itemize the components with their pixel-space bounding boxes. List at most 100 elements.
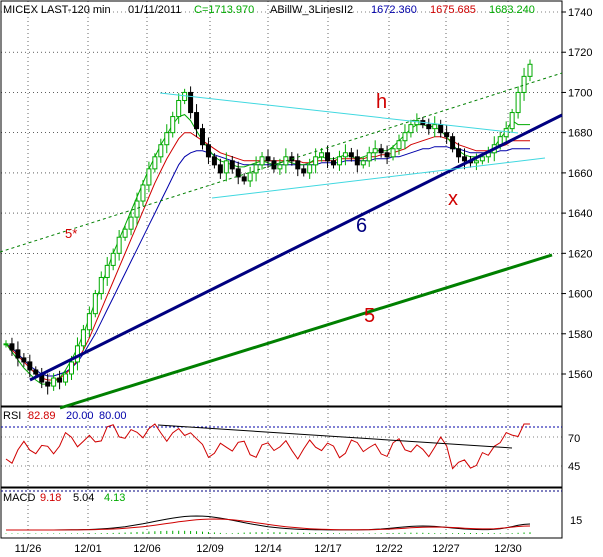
candle-body [194,112,200,130]
y-tick-label: 1620 [568,248,592,260]
candle-body [122,228,128,238]
candle-body [45,381,51,387]
candle-body [354,156,360,166]
candle-body [378,148,384,154]
candle-body [57,377,63,383]
y-tick-label: 1720 [568,47,592,59]
x-tick-label: 12/30 [494,543,522,555]
candle-body [241,176,247,182]
macd-histogram [5,530,531,534]
grid-lines [1,1,562,538]
rsi-value-1: 82.89 [28,410,56,422]
trendline-6 [29,113,563,382]
y-axis-ticks: 1740 1720 1700 1680 1660 1640 1620 1600 1580 1560 [562,7,592,381]
x-tick-label: 12/17 [314,543,342,555]
header-close: C=1713.970 [194,4,254,16]
macd-label: MACD [3,492,35,504]
candle-body [259,156,265,166]
candle-body [21,357,27,363]
candle-body [414,120,420,126]
candle-body [515,91,521,114]
candle-body [348,152,354,158]
candle-body [69,361,74,375]
rsi-tick-45: 45 [568,461,580,473]
candle-body [211,156,217,166]
rsi-value-2: 20.00 [66,410,94,422]
candle-body [444,132,450,138]
y-tick-label: 1560 [568,369,592,381]
candle-body [432,124,438,130]
candle-body [402,132,408,142]
rsi-panel [0,406,563,488]
x-tick-label: 12/06 [133,543,161,555]
candle-body [33,369,39,375]
candle-body [509,112,515,130]
y-tick-label: 1580 [568,329,592,341]
macd-signal-line [6,518,531,531]
candle-body [450,136,456,150]
x-axis-ticks: 11/26 12/01 12/06 12/09 12/14 12/17 12/22 12/27… [15,543,522,555]
candle-body [336,156,342,166]
y-tick-label: 1740 [568,7,592,19]
candle-body [164,132,170,146]
candle-body [313,156,319,166]
candle-body [390,148,396,158]
candle-body [92,293,98,315]
rsi-label: RSI [3,410,21,422]
x-tick-label: 12/01 [74,543,102,555]
candle-body [152,156,158,170]
x-tick-label: 12/22 [375,543,403,555]
y-tick-label: 1640 [568,208,592,220]
header-indicator-value-2: 1675.685 [430,4,476,16]
candle-body [182,91,188,101]
x-tick-label: 12/09 [196,543,224,555]
annotation-h: h [376,91,387,113]
candle-body [295,160,301,170]
candle-body [128,216,134,230]
candle-body [223,160,229,174]
candle-body [9,343,15,351]
candle-body [27,361,33,371]
candle-body [247,172,253,182]
rsi-grid [1,426,562,492]
candle-body [146,168,152,186]
candle-body [438,124,444,134]
candle-body [110,252,116,266]
candle-body [277,164,283,170]
header-indicator-name: ABillW_3LinesII2 [270,4,353,16]
candle-body [116,236,122,254]
macd-tick-15: 15 [570,515,582,527]
candle-body [396,140,402,150]
candle-body [307,164,313,174]
candle-body [3,343,9,346]
rsi-value-3: 80.00 [99,410,127,422]
candle-body [217,164,223,174]
y-tick-label: 1600 [568,289,592,301]
y-tick-label: 1660 [568,168,592,180]
candle-body [188,91,194,114]
candle-body [271,160,277,170]
header-date: 01/11/2011 [128,4,181,16]
annotation-5: 5 [364,305,375,327]
candle-body [229,160,235,170]
candle-body [408,124,414,134]
candle-body [15,349,21,359]
header-indicator-value-3: 1683.240 [489,4,535,16]
candle-body [331,160,336,166]
rsi-line [5,423,530,470]
header-indicator-value-1: 1672.360 [371,4,417,16]
candle-body [253,164,259,174]
candle-body [456,148,462,158]
candle-body [200,128,205,146]
candle-body [74,345,80,363]
candle-body [360,160,366,166]
price-candles [3,59,533,395]
x-tick-label: 12/14 [254,543,282,555]
candle-body [80,329,86,347]
annotation-5-star: 5* [65,226,77,241]
annotation-x: x [448,188,458,210]
triangle-upper-line [159,92,519,134]
candle-body [98,276,104,295]
candle-body [319,152,325,158]
